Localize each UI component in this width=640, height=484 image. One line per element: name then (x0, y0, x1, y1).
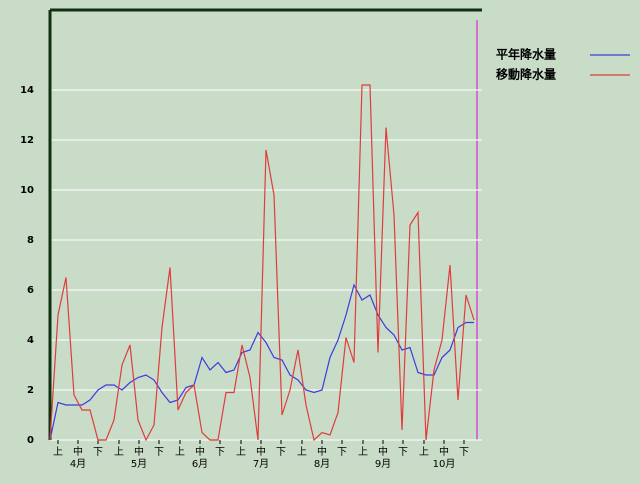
y-tick-label: 8 (27, 235, 34, 246)
x-tick-label: 下 (337, 447, 347, 458)
month-label: 10月 (433, 458, 456, 470)
x-tick-label: 上 (236, 446, 246, 458)
legend-label: 平年降水量 (496, 47, 556, 62)
month-label: 4月 (70, 458, 86, 470)
x-tick-label: 上 (358, 446, 368, 458)
y-tick-label: 2 (27, 385, 34, 396)
x-tick-label: 下 (276, 447, 286, 458)
x-tick-label: 中 (134, 445, 144, 458)
data-line (49, 283, 474, 441)
y-tick-label: 6 (27, 285, 34, 296)
x-tick-label: 下 (154, 447, 164, 458)
x-tick-label: 下 (93, 447, 103, 458)
x-tick-label: 上 (297, 446, 307, 458)
data-line (49, 84, 475, 442)
x-tick-label: 下 (215, 447, 225, 458)
x-tick-label: 中 (195, 445, 205, 458)
month-label: 7月 (253, 458, 269, 470)
x-tick-label: 中 (378, 445, 388, 458)
y-tick-label: 4 (27, 335, 34, 346)
x-tick-label: 中 (256, 445, 266, 458)
month-label: 5月 (131, 458, 147, 470)
x-tick-label: 中 (439, 445, 449, 458)
y-tick-label: 0 (27, 435, 34, 446)
y-tick-label: 14 (20, 85, 34, 96)
x-tick-label: 中 (73, 445, 83, 458)
month-label: 6月 (192, 458, 208, 470)
month-label: 9月 (375, 458, 391, 470)
x-tick-label: 下 (398, 447, 408, 458)
x-tick-label: 下 (459, 447, 469, 458)
month-label: 8月 (314, 458, 330, 470)
x-tick-label: 上 (419, 446, 429, 458)
y-tick-label: 12 (20, 135, 34, 146)
x-tick-label: 上 (114, 446, 124, 458)
legend-label: 移動降水量 (496, 67, 556, 82)
x-tick-label: 中 (317, 445, 327, 458)
x-tick-label: 上 (175, 446, 185, 458)
x-tick-label: 上 (53, 446, 63, 458)
y-tick-label: 10 (20, 185, 34, 196)
